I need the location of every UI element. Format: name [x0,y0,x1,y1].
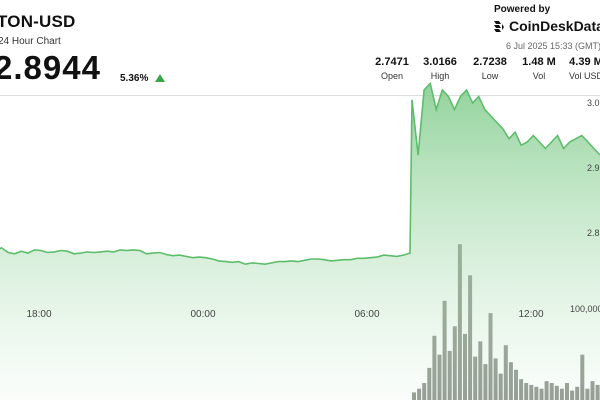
brand-name: CoinDeskData [509,18,600,34]
price-area [0,83,600,400]
stat-value: 2.7471 [375,56,409,68]
x-tick-label: 06:00 [354,309,379,320]
stat-label: Vol [532,71,546,81]
header-divider [0,95,600,96]
current-price: 2.8944 [0,49,101,86]
coindesk-logo-icon [494,21,504,32]
y-tick-label: 2.9 [587,163,600,173]
coindesk-logo[interactable]: CoinDeskData [493,18,600,36]
chart-subtitle: 24 Hour Chart [0,36,61,47]
x-tick-label: 12:00 [518,309,543,320]
up-arrow-icon [155,74,165,82]
stat-value: 3.0166 [423,56,457,68]
stat-vol: 1.48 M Vol [509,56,569,81]
stat-value: 1.48 M [522,56,556,68]
stat-high: 3.0166 High [410,56,470,81]
stat-low: 2.7238 Low [460,56,520,81]
stat-label: Vol USD [568,71,600,81]
timestamp: 6 Jul 2025 15:33 (GMT) [506,41,600,51]
stat-value: 4.39 M [569,56,600,68]
x-tick-label: 00:00 [190,309,215,320]
y-tick-label: 2.8 [587,228,600,238]
stat-label: Open [380,71,404,81]
volume-axis-label: 100,000 [570,304,600,314]
stat-label: Low [481,71,499,81]
price-change: 5.36% [120,73,149,84]
page-title: TON-USD [0,12,76,31]
x-tick-label: 18:00 [26,309,51,320]
stat-label: High [430,71,450,81]
stat-value: 2.7238 [473,56,507,68]
stat-vol-usd: 4.39 M Vol USD [556,56,600,81]
stat-open: 2.7471 Open [362,56,422,81]
powered-by-label: Powered by [494,4,551,15]
y-tick-label: 3.0 [587,98,600,108]
price-line [0,81,600,266]
